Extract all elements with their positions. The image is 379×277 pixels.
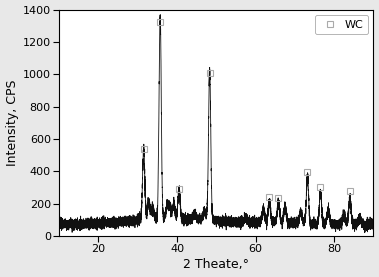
X-axis label: 2 Theate,°: 2 Theate,° <box>183 258 249 271</box>
Legend: WC: WC <box>315 15 368 34</box>
Y-axis label: Intensity, CPS: Intensity, CPS <box>6 79 19 166</box>
